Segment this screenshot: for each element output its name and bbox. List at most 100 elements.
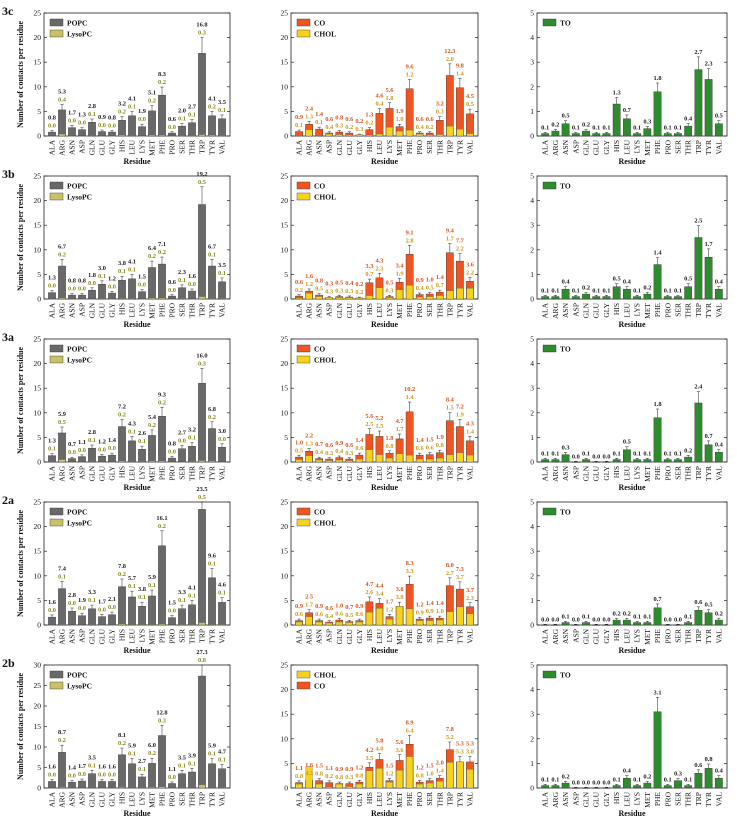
bar-CHOL-SER — [426, 782, 434, 789]
bar-TO-THR — [684, 785, 693, 789]
x-tick-label: MET — [643, 629, 652, 645]
panel-3b-3: 0 1 2 3 4 5 0.1 ALA 0.1 ARG 0.4 ASN 0.1 ASP 0.2 GLN 0.1 G… — [530, 172, 728, 329]
bar-POPC-PHE — [158, 94, 166, 137]
legend-label-LysoPC: LysoPC — [67, 682, 92, 691]
y-tick-label: 0 — [284, 132, 288, 141]
legend-swatch-LysoPC — [49, 355, 64, 364]
bar-POPC-HIS — [118, 754, 126, 789]
y-tick-label: 0 — [37, 295, 41, 304]
bar-CO-PHE — [405, 411, 414, 463]
x-tick-label: PRO — [168, 302, 177, 317]
value-label-TO: 0.1 — [592, 287, 600, 294]
value-label-CO: 0.7 — [315, 441, 324, 448]
value-label-TO: 0.0 — [674, 616, 682, 623]
value-label-CHOL: 0.9 — [416, 609, 424, 616]
value-label-CHOL: 3.8 — [466, 748, 474, 755]
value-label-LysoPC: 0.0 — [48, 123, 56, 130]
bar-LysoPC-ARG — [58, 787, 66, 789]
bar-CHOL-ALA — [295, 783, 303, 789]
bar-TO-GLN — [582, 293, 590, 300]
bar-CHOL-VAL — [466, 613, 474, 626]
x-tick-label: GLY — [602, 628, 611, 643]
x-tick-label: ASN — [315, 465, 324, 481]
y-tick-label: 25 — [281, 172, 289, 181]
legend-label-CO: CO — [314, 682, 325, 691]
value-label-CHOL: 0.7 — [436, 282, 445, 289]
y-tick-label: 25 — [34, 172, 42, 181]
y-tick-label: 15 — [281, 384, 289, 393]
x-tick-label: GLY — [108, 791, 117, 806]
bar-TO-ARG — [551, 785, 560, 789]
value-label-TO: 0.2 — [582, 121, 590, 128]
y-tick-label: 0 — [37, 784, 41, 793]
value-label-POPC: 1.6 — [48, 599, 57, 606]
x-tick-label: THR — [684, 466, 693, 481]
value-label-LysoPC: 0.1 — [128, 751, 136, 758]
bar-LysoPC-HIS — [118, 787, 126, 789]
y-tick-label: 5 — [284, 270, 288, 279]
x-tick-label: GLN — [335, 628, 344, 644]
value-label-LysoPC: 0.4 — [58, 96, 67, 103]
value-label-TO: 0.1 — [602, 124, 610, 131]
value-label-POPC: 2.8 — [88, 429, 96, 436]
value-label-POPC: 1.6 — [108, 764, 117, 771]
x-tick-label: ALA — [295, 791, 304, 807]
y-tick-label: 10 — [281, 245, 289, 254]
x-axis-label: Residue — [371, 157, 399, 166]
bar-POPC-PRO — [168, 132, 176, 137]
value-label-LysoPC: 0.0 — [168, 608, 176, 615]
x-tick-label: MET — [643, 140, 652, 156]
bar-POPC-ALA — [48, 131, 56, 137]
value-label-POPC: 5.9 — [128, 743, 136, 750]
bar-LysoPC-TRP — [198, 296, 206, 300]
y-tick-label: 5 — [530, 9, 534, 18]
bar-POPC-GLN — [88, 289, 96, 300]
y-tick-label: 5 — [37, 107, 41, 116]
legend-label-CHOL: CHOL — [314, 193, 336, 202]
bar-CHOL-PHE — [406, 285, 414, 300]
value-label-LysoPC: 0.0 — [98, 606, 106, 613]
value-label-CHOL: 3.8 — [396, 594, 404, 601]
value-label-LysoPC: 0.1 — [188, 435, 196, 442]
value-label-POPC: 4.1 — [128, 258, 136, 265]
value-label-CO: 1.5 — [315, 763, 323, 770]
bar-POPC-ASN — [68, 782, 76, 789]
value-label-LysoPC: 0.0 — [168, 124, 176, 131]
row-label: 2a — [2, 493, 14, 507]
value-label-TO: 0.0 — [572, 453, 580, 460]
y-tick-label: 1 — [530, 270, 534, 279]
value-label-TO: 0.1 — [551, 776, 559, 783]
value-label-POPC: 0.8 — [168, 441, 176, 448]
x-tick-label: GLU — [98, 302, 107, 318]
legend-label-LysoPC: LysoPC — [67, 30, 92, 39]
x-tick-label: ASP — [325, 466, 334, 480]
y-tick-label: 25 — [34, 335, 42, 344]
x-tick-label: TRP — [694, 629, 703, 643]
value-label-CO: 1.5 — [426, 437, 434, 444]
value-label-LysoPC: 0.1 — [98, 273, 106, 280]
bar-CHOL-THR — [436, 457, 444, 463]
value-label-POPC: 1.6 — [48, 764, 57, 771]
value-label-LysoPC: 0.1 — [128, 583, 136, 590]
value-label-LysoPC: 0.0 — [48, 772, 56, 779]
value-label-TO: 0.1 — [541, 124, 549, 131]
x-tick-label: ARG — [305, 628, 314, 644]
bar-LysoPC-TRP — [198, 622, 206, 626]
value-label-CHOL: 0.6 — [335, 610, 344, 617]
value-label-TO: 0.7 — [623, 107, 632, 114]
value-label-POPC: 3.5 — [178, 754, 186, 761]
x-tick-label: THR — [188, 629, 197, 644]
bar-CO-PHE — [405, 88, 414, 137]
bar-LysoPC-PHE — [158, 623, 166, 626]
value-label-TO: 0.1 — [602, 287, 610, 294]
legend-label-POPC: POPC — [67, 671, 87, 680]
value-label-CO: 1.4 — [416, 437, 425, 444]
x-tick-label: TRP — [694, 466, 703, 480]
value-label-CHOL: 0.8 — [386, 443, 394, 450]
value-label-CHOL: 0.2 — [355, 289, 363, 296]
value-label-POPC: 5.1 — [148, 90, 156, 97]
bar-POPC-GLN — [88, 122, 96, 137]
legend-swatch-LysoPC — [49, 29, 64, 38]
legend-swatch-TO — [542, 344, 557, 353]
